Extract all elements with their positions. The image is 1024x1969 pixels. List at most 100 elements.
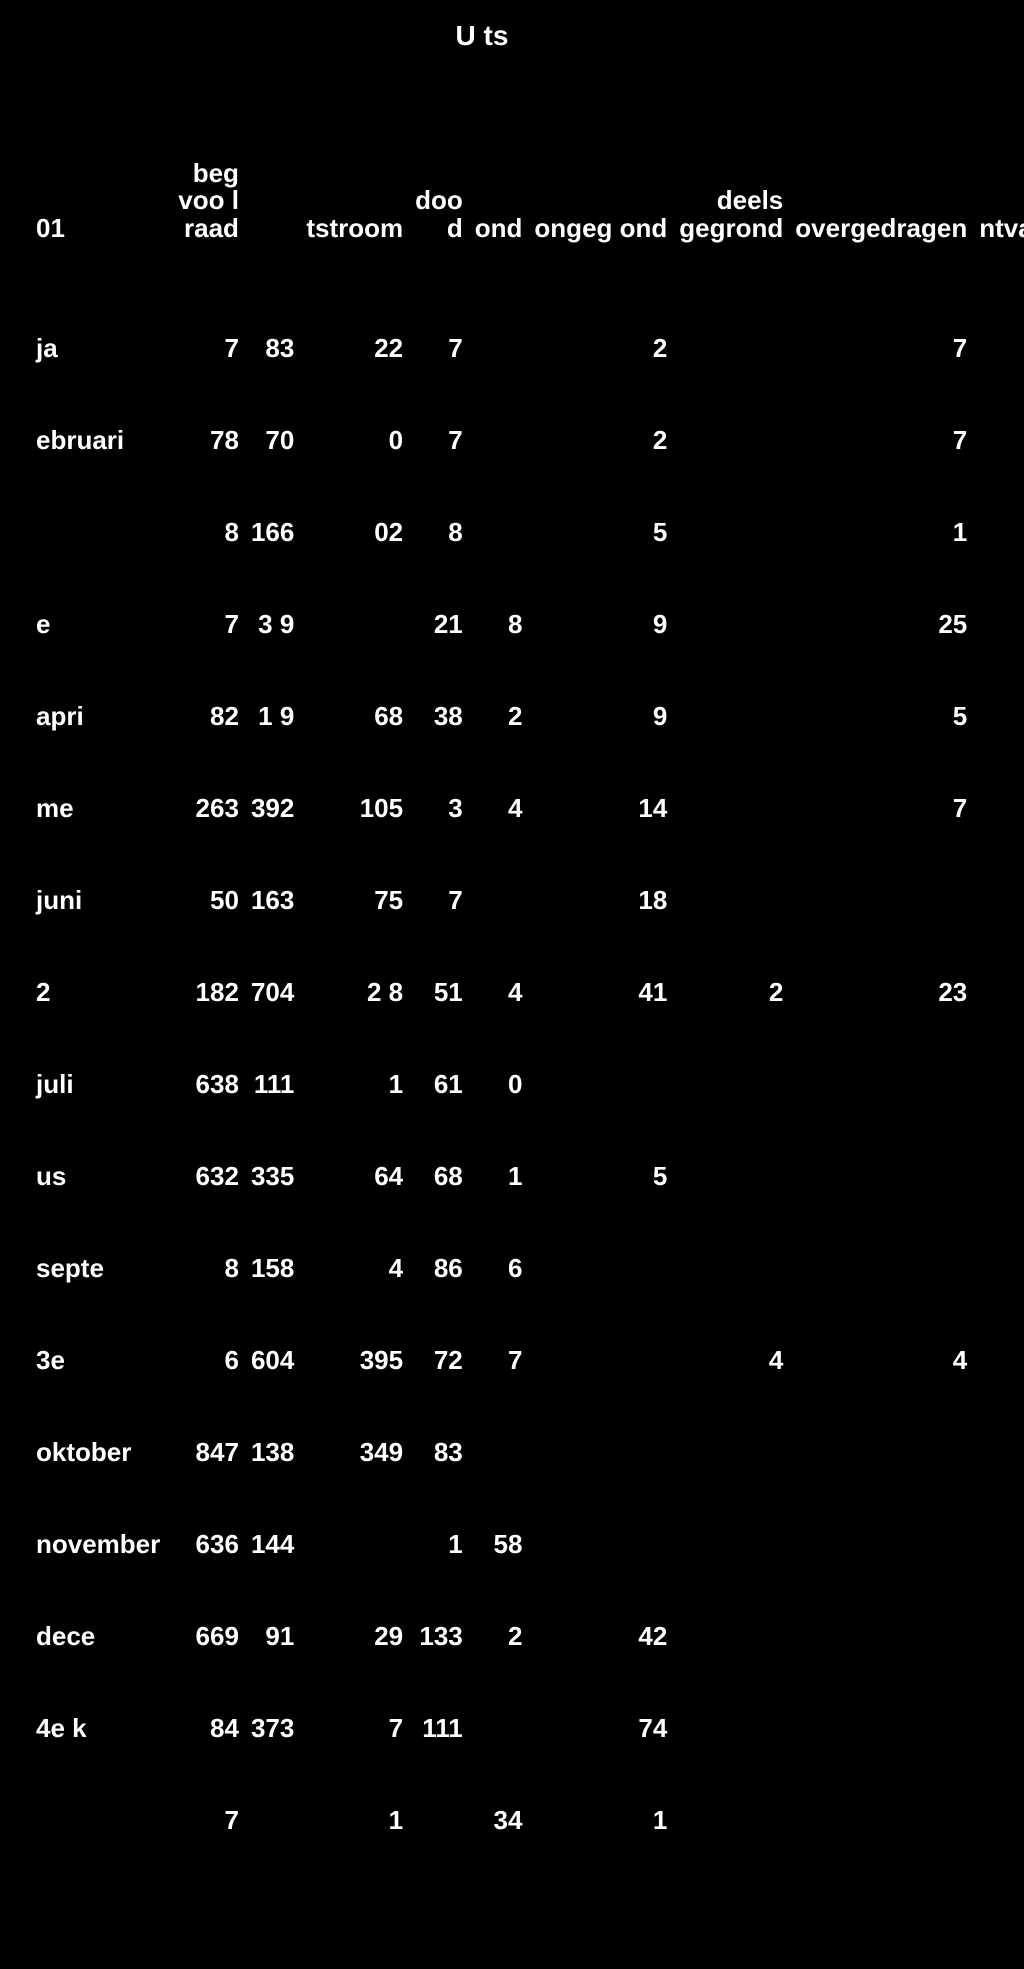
data-cell: 91 (245, 1558, 300, 1650)
row-label: 4e k (30, 1650, 172, 1742)
table-row: 4e k843737111742401549 (30, 1650, 1024, 1742)
data-cell: 83 (245, 270, 300, 362)
data-cell: 4 (469, 730, 529, 822)
header-line: raad (178, 215, 239, 242)
data-cell: 7 (469, 1282, 529, 1374)
data-cell: 373 (245, 1650, 300, 1742)
table-row: us63233564681526403 (30, 1098, 1024, 1190)
data-cell: 6 (973, 546, 1024, 638)
data-cell (528, 1282, 673, 1374)
table-header: 01begvoo lraadtstroomdoodondongeg onddee… (30, 82, 1024, 270)
data-cell: 335 (245, 1098, 300, 1190)
data-cell: 75 (300, 822, 409, 914)
data-cell: 395 (300, 1282, 409, 1374)
data-cell: 50 (172, 822, 245, 914)
data-cell: 82 (172, 638, 245, 730)
row-label: us (30, 1098, 172, 1190)
data-cell: 34 (469, 1742, 529, 1834)
table-row: ebruari787007271313421 8 (30, 362, 1024, 454)
row-label: juli (30, 1006, 172, 1098)
data-cell: 1 (300, 1006, 409, 1098)
data-cell (973, 1282, 1024, 1374)
data-cell (673, 822, 789, 914)
data-cell: 5 (973, 1466, 1024, 1558)
data-cell (528, 1466, 673, 1558)
header-line: ongeg ond (534, 215, 667, 242)
data-cell (528, 1006, 673, 1098)
row-label: ebruari (30, 362, 172, 454)
data-cell: 7 (789, 362, 973, 454)
data-cell (789, 822, 973, 914)
header-line: d (415, 215, 463, 242)
data-cell: 182 (172, 914, 245, 1006)
data-cell: 3 9 (245, 546, 300, 638)
table-row: e73 9218925673921182 (30, 546, 1024, 638)
data-cell (409, 1742, 469, 1834)
column-header: begvoo lraad (172, 82, 245, 270)
data-cell: 83 (409, 1374, 469, 1466)
data-cell: 61 (409, 1006, 469, 1098)
data-cell: 392 (245, 730, 300, 822)
data-cell (973, 1190, 1024, 1282)
data-cell (469, 362, 529, 454)
data-cell (469, 1374, 529, 1466)
data-cell (789, 1098, 973, 1190)
data-cell (789, 1006, 973, 1098)
data-cell: 70 (245, 362, 300, 454)
header-line: gegrond (679, 215, 783, 242)
data-cell: 25 (789, 546, 973, 638)
table-body: ja783227271378ebruari787007271313421 881… (30, 270, 1024, 1834)
data-cell: 68 (300, 638, 409, 730)
row-label: juni (30, 822, 172, 914)
data-cell: 18 (528, 822, 673, 914)
data-cell: 1 (409, 1466, 469, 1558)
header-line: voo l (178, 187, 239, 214)
column-header: dood (409, 82, 469, 270)
data-cell: 13 (973, 362, 1024, 454)
table-row: juni501637571828952638 (30, 822, 1024, 914)
data-cell: 704 (245, 914, 300, 1006)
data-cell: 5 (789, 638, 973, 730)
data-cell (973, 914, 1024, 1006)
data-cell: 7 (172, 1742, 245, 1834)
data-cell: 02 (300, 454, 409, 546)
data-cell (789, 1650, 973, 1742)
data-cell (789, 1190, 973, 1282)
data-cell: 38 (409, 638, 469, 730)
table-row: ja783227271378 (30, 270, 1024, 362)
data-cell: 21 (409, 546, 469, 638)
data-cell: 5 (973, 1374, 1024, 1466)
column-header: overgedragen (789, 82, 973, 270)
data-cell: 111 (245, 1006, 300, 1098)
page: U ts 01begvoo lraadtstroomdoodondongeg o… (0, 0, 1024, 1969)
data-cell (469, 454, 529, 546)
data-cell: 84 (172, 1650, 245, 1742)
header-line: n e (979, 187, 1024, 214)
row-label: dece (30, 1558, 172, 1650)
data-cell: 2 (528, 270, 673, 362)
data-cell: 2 (973, 730, 1024, 822)
row-label: oktober (30, 1374, 172, 1466)
table-row: 81660285113213529182 (30, 454, 1024, 546)
data-cell: 4 (469, 914, 529, 1006)
data-cell: 51 (409, 914, 469, 1006)
data-cell: 166 (245, 454, 300, 546)
data-cell: 163 (245, 822, 300, 914)
row-label: november (30, 1466, 172, 1558)
header-line: ond (475, 215, 523, 242)
data-cell (973, 1742, 1024, 1834)
header-line: deels (679, 187, 783, 214)
table-row: 21827042 851441223288688638 (30, 914, 1024, 1006)
data-cell: 7 (789, 730, 973, 822)
data-cell (673, 1558, 789, 1650)
data-cell: 64 (300, 1098, 409, 1190)
table-row: 3e660439572744511332184 (30, 1282, 1024, 1374)
data-cell: 349 (300, 1374, 409, 1466)
data-cell (673, 1098, 789, 1190)
column-header: ongeg ond (528, 82, 673, 270)
data-cell: 68 (409, 1098, 469, 1190)
data-cell: 1 9 (245, 638, 300, 730)
data-cell: 4 (673, 1282, 789, 1374)
data-cell: 29 (300, 1558, 409, 1650)
row-label: septe (30, 1190, 172, 1282)
